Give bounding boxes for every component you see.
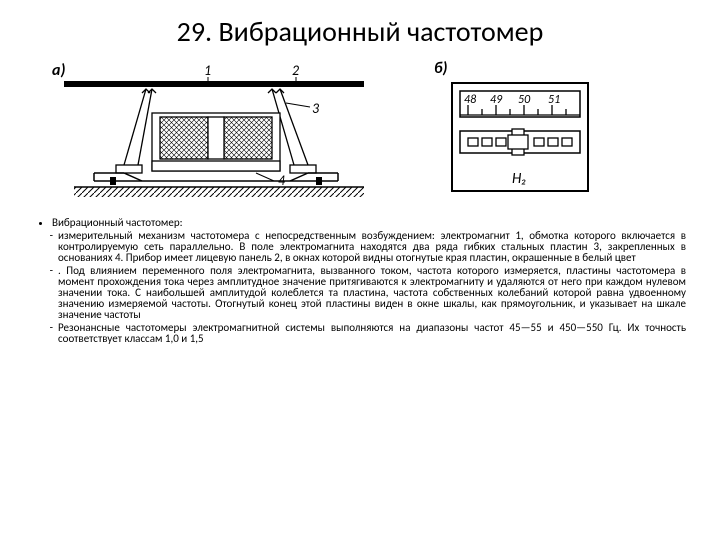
figure-row: а) 1 2 3 [34,55,686,205]
bullet-item: Резонансные частотомеры электромагнитной… [58,322,686,344]
intro-line: Вибрационный частотомер: [52,217,686,228]
figure-b-label: б) [434,59,448,78]
hz-label: Н₂ [512,170,526,188]
scale-48: 48 [464,93,476,107]
callout-3: 3 [312,100,319,117]
figure-b: б) 48 49 50 51 [424,55,612,205]
scale-50: 50 [518,93,531,107]
page-title: 29. Вибрационный частотомер [34,14,686,49]
bullet-item: . Под влиянием переменного поля электром… [58,265,686,320]
figure-a-label: а) [52,61,65,80]
bullet-list: измерительный механизм частотомера с неп… [34,230,686,344]
callout-1: 1 [204,62,211,79]
scale-51: 51 [548,93,560,107]
bullet-item: измерительный механизм частотомера с неп… [58,230,686,263]
scale-49: 49 [490,93,503,107]
figure-a: а) 1 2 3 [34,55,394,205]
callout-2: 2 [292,62,299,79]
